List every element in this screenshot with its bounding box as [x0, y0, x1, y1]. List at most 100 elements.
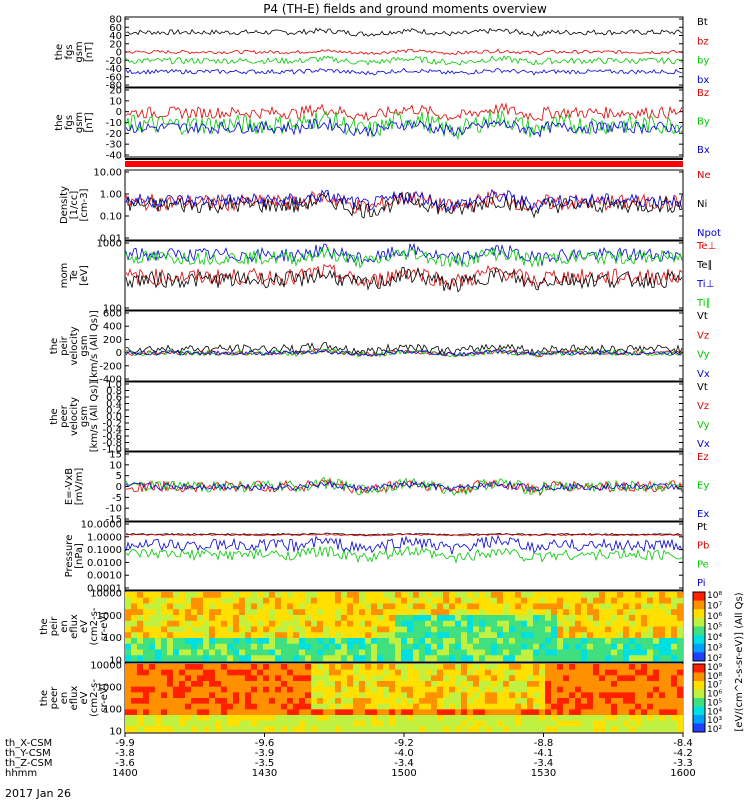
heatmap-cell	[479, 597, 486, 604]
heatmap-cell	[413, 620, 420, 627]
heatmap-cell	[623, 664, 630, 670]
heatmap-cell	[281, 692, 288, 699]
heatmap-cell	[197, 638, 204, 645]
heatmap-cell	[575, 632, 582, 639]
heatmap-cell	[569, 698, 576, 704]
heatmap-cell	[221, 609, 228, 616]
heatmap-cell	[203, 675, 210, 682]
heatmap-cell	[467, 709, 474, 716]
heatmap-cell	[179, 626, 186, 633]
heatmap-cell	[167, 603, 174, 610]
heatmap-cell	[407, 655, 414, 662]
heatmap-cell	[287, 603, 294, 610]
heatmap-cell	[437, 615, 444, 622]
heatmap-cell	[287, 649, 294, 656]
heatmap-cell	[641, 632, 648, 639]
heatmap-cell	[143, 609, 150, 616]
heatmap-cell	[293, 664, 300, 670]
heatmap-cell	[167, 664, 174, 670]
heatmap-cell	[281, 626, 288, 633]
heatmap-cell	[503, 675, 510, 682]
heatmap-cell	[479, 709, 486, 716]
heatmap-cell	[227, 686, 234, 693]
heatmap-cell	[461, 638, 468, 645]
heatmap-cell	[647, 720, 654, 727]
heatmap-cell	[203, 609, 210, 616]
heatmap-cell	[467, 664, 474, 670]
heatmap-cell	[275, 626, 282, 633]
heatmap-cell	[593, 649, 600, 656]
heatmap-cell	[365, 726, 372, 733]
heatmap-cell	[227, 655, 234, 662]
heatmap-cell	[239, 703, 246, 710]
legend-label: Vy	[697, 420, 710, 431]
heatmap-cell	[491, 720, 498, 727]
heatmap-cell	[275, 669, 282, 676]
heatmap-cell	[467, 615, 474, 622]
heatmap-cell	[293, 626, 300, 633]
heatmap-cell	[149, 681, 156, 687]
heatmap-cell	[527, 620, 534, 627]
heatmap-cell	[413, 692, 420, 699]
heatmap-cell	[515, 592, 522, 599]
heatmap-cell	[467, 669, 474, 676]
heatmap-cell	[485, 597, 492, 604]
y-tick-label: 1.00	[100, 190, 122, 201]
heatmap-cell	[431, 715, 438, 721]
heatmap-cell	[215, 664, 222, 670]
heatmap-cell	[173, 643, 180, 650]
heatmap-cell	[461, 681, 468, 687]
heatmap-cell	[251, 603, 258, 610]
heatmap-cell	[185, 669, 192, 676]
heatmap-cell	[203, 626, 210, 633]
heatmap-cell	[461, 655, 468, 662]
heatmap-cell	[149, 592, 156, 599]
heatmap-cell	[623, 675, 630, 682]
heatmap-cell	[167, 649, 174, 656]
heatmap-cell	[491, 715, 498, 721]
heatmap-cell	[455, 603, 462, 610]
heatmap-cell	[311, 615, 318, 622]
heatmap-cell	[395, 686, 402, 693]
heatmap-cell	[287, 655, 294, 662]
heatmap-cell	[611, 664, 618, 670]
heatmap-cell	[323, 686, 330, 693]
heatmap-cell	[635, 720, 642, 727]
heatmap-cell	[305, 643, 312, 650]
heatmap-cell	[599, 609, 606, 616]
heatmap-cell	[323, 597, 330, 604]
heatmap-cell	[593, 698, 600, 704]
x-tick-label: -3.4	[394, 758, 414, 769]
heatmap-cell	[281, 643, 288, 650]
heatmap-cell	[287, 597, 294, 604]
heatmap-cell	[347, 664, 354, 670]
heatmap-cell	[239, 632, 246, 639]
heatmap-cell	[557, 664, 564, 670]
heatmap-cell	[461, 686, 468, 693]
x-tick-label: -4.2	[673, 748, 693, 759]
heatmap-cell	[197, 615, 204, 622]
heatmap-cell	[215, 615, 222, 622]
heatmap-cell	[143, 620, 150, 627]
heatmap-cell	[125, 615, 132, 622]
heatmap-cell	[215, 675, 222, 682]
heatmap-cell	[269, 686, 276, 693]
heatmap-cell	[167, 703, 174, 710]
heatmap-cell	[167, 686, 174, 693]
heatmap-cell	[359, 626, 366, 633]
heatmap-cell	[245, 703, 252, 710]
heatmap-cell	[221, 638, 228, 645]
heatmap-cell	[383, 703, 390, 710]
heatmap-cell	[353, 675, 360, 682]
heatmap-cell	[485, 632, 492, 639]
heatmap-cell	[323, 715, 330, 721]
heatmap-cell	[611, 626, 618, 633]
heatmap-cell	[287, 720, 294, 727]
heatmap-cell	[533, 632, 540, 639]
heatmap-cell	[587, 615, 594, 622]
heatmap-cell	[611, 609, 618, 616]
heatmap-cell	[155, 620, 162, 627]
heatmap-cell	[281, 664, 288, 670]
heatmap-cell	[449, 669, 456, 676]
